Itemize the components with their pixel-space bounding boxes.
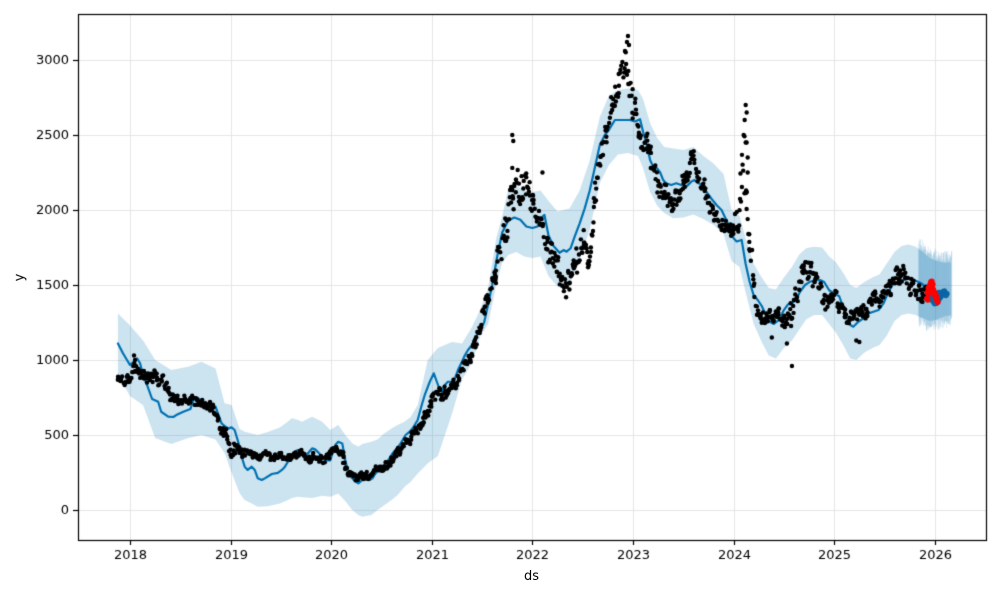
x-axis-label: ds (524, 569, 540, 584)
y-axis-label: y (12, 273, 28, 282)
